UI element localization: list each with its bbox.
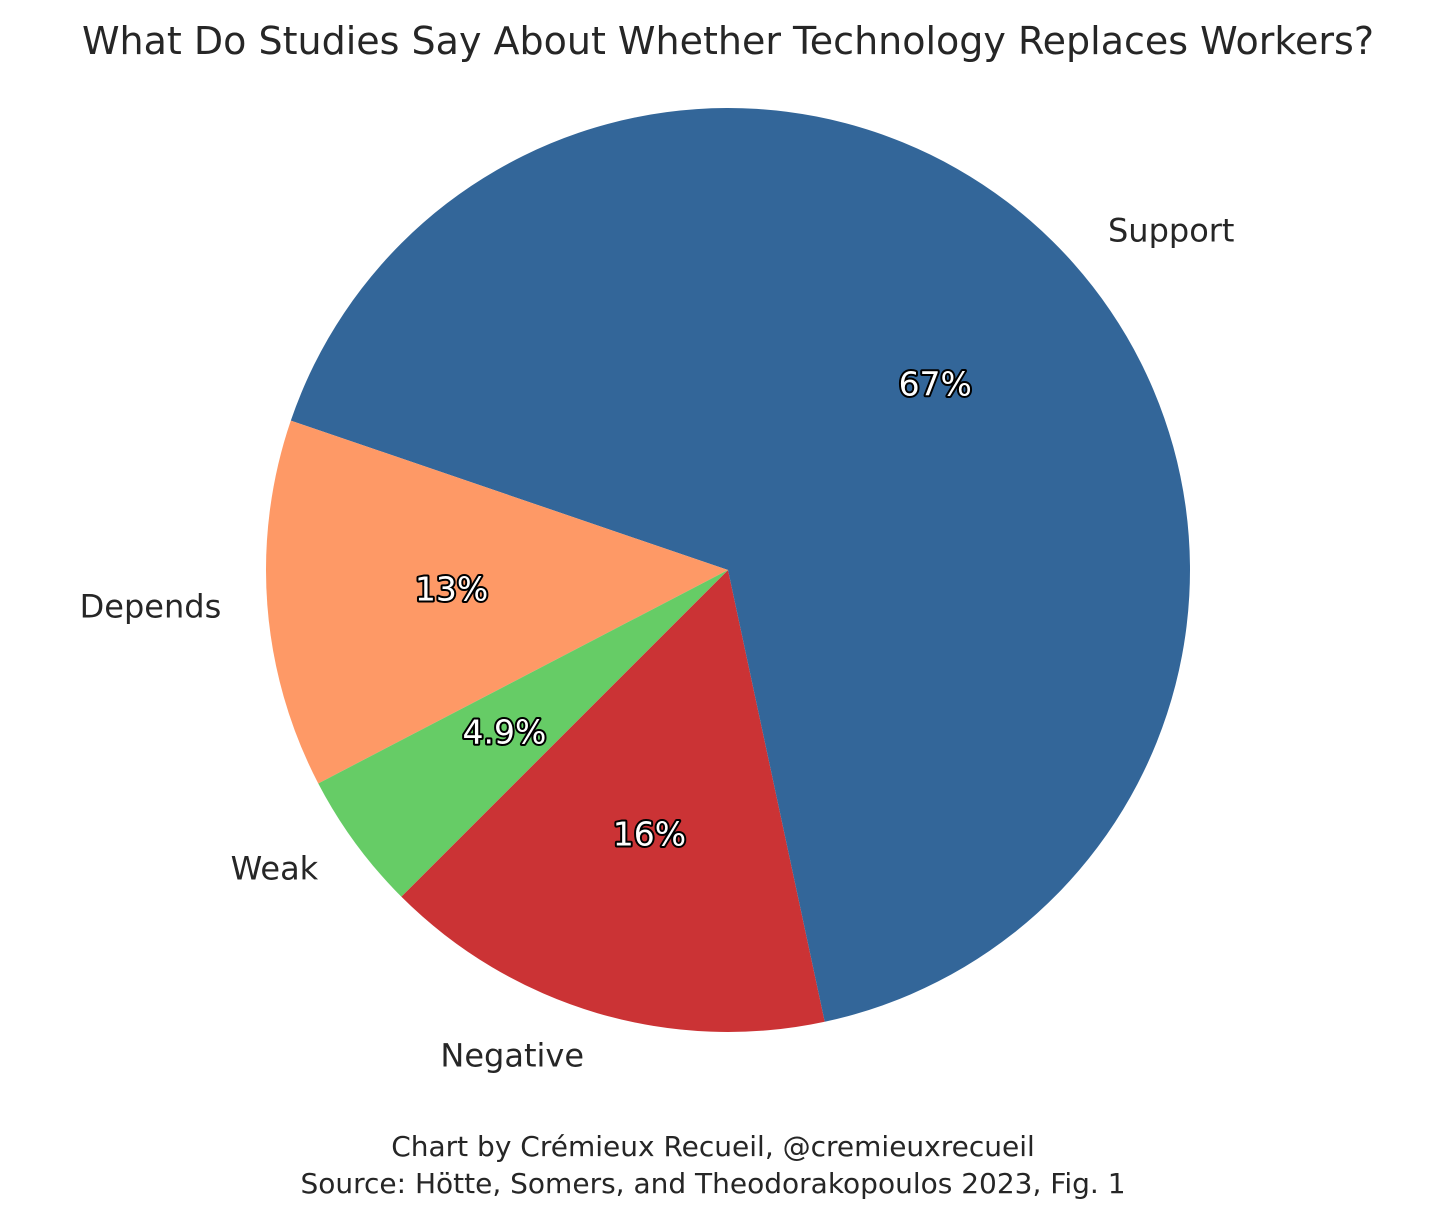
pie-slice-negative <box>401 570 825 1033</box>
pct-label-negative: 16% <box>613 814 686 853</box>
pie-slices <box>265 107 1191 1033</box>
slice-label-support: Support <box>1108 212 1235 250</box>
pie-slice-weak <box>318 570 728 897</box>
chart-credit: Chart by Crémieux Recueil, @cremieuxrecu… <box>391 1130 1035 1163</box>
percent-labels: 16% 67% 13% 4.9% <box>413 362 974 855</box>
pct-label-support: 67% <box>899 364 972 403</box>
slice-label-depends: Depends <box>80 587 222 625</box>
chart-source: Source: Hötte, Somers, and Theodorakopou… <box>300 1167 1125 1200</box>
pie-slice-depends <box>265 420 728 784</box>
pct-label-weak: 4.9% <box>463 712 547 751</box>
slice-labels: Negative Support Depends Weak <box>80 212 1235 1075</box>
slice-label-weak: Weak <box>231 850 319 888</box>
chart-title: What Do Studies Say About Whether Techno… <box>82 19 1374 63</box>
pie-slice-support <box>290 107 1191 1022</box>
slice-label-negative: Negative <box>440 1036 584 1074</box>
pct-label-depends: 13% <box>415 569 488 608</box>
